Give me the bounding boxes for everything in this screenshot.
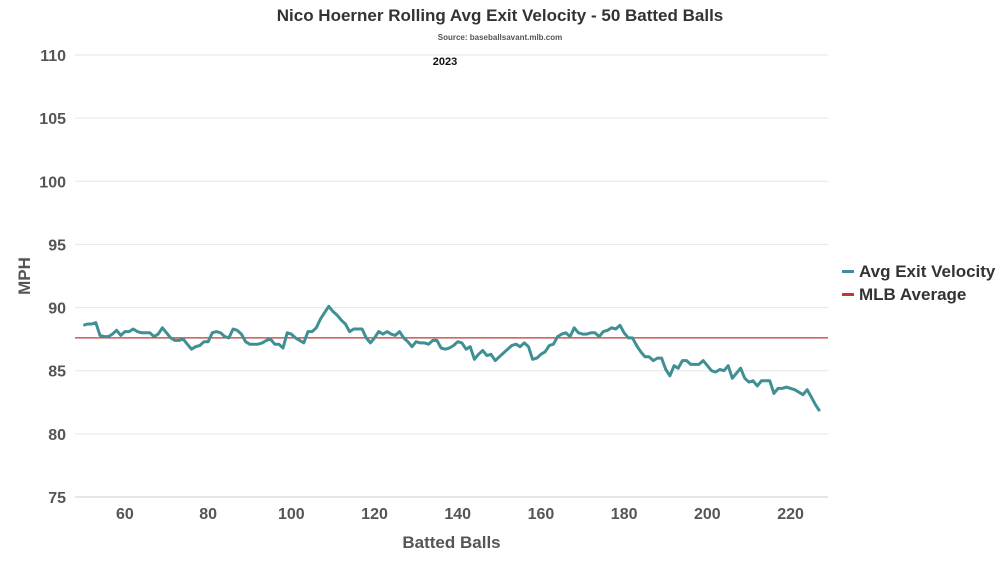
x-tick-label: 100 — [278, 506, 305, 523]
y-tick-label: 85 — [48, 364, 66, 381]
legend-label: MLB Average — [859, 284, 967, 304]
legend-item-avg-exit-velocity[interactable]: Avg Exit Velocity — [842, 260, 995, 283]
x-tick-label: 200 — [694, 506, 721, 523]
legend-item-mlb-average[interactable]: MLB Average — [842, 283, 995, 306]
y-tick-label: 80 — [48, 427, 66, 444]
x-tick-label: 220 — [777, 506, 804, 523]
x-tick-label: 180 — [611, 506, 638, 523]
chart-source: Source: baseballsavant.mlb.com — [437, 33, 563, 42]
y-tick-label: 90 — [48, 301, 66, 318]
chart-title: Nico Hoerner Rolling Avg Exit Velocity -… — [276, 6, 724, 25]
y-tick-label: 105 — [39, 111, 66, 128]
x-tick-label: 60 — [116, 506, 134, 523]
x-tick-label: 160 — [528, 506, 555, 523]
x-tick-label: 120 — [361, 506, 388, 523]
chart-subtitle: 2023 — [432, 56, 458, 68]
y-axis-label: MPH — [15, 257, 34, 295]
y-tick-label: 100 — [39, 174, 66, 191]
legend: Avg Exit Velocity MLB Average — [842, 260, 995, 306]
legend-swatch — [842, 270, 854, 273]
legend-swatch — [842, 293, 854, 296]
y-tick-label: 95 — [48, 237, 66, 254]
avg-exit-velocity-line — [82, 304, 821, 412]
x-axis-label: Batted Balls — [402, 533, 500, 552]
legend-label: Avg Exit Velocity — [859, 261, 996, 281]
y-tick-label: 110 — [40, 48, 66, 65]
y-tick-label: 75 — [48, 490, 66, 507]
x-tick-label: 140 — [444, 506, 471, 523]
x-tick-label: 80 — [199, 506, 217, 523]
